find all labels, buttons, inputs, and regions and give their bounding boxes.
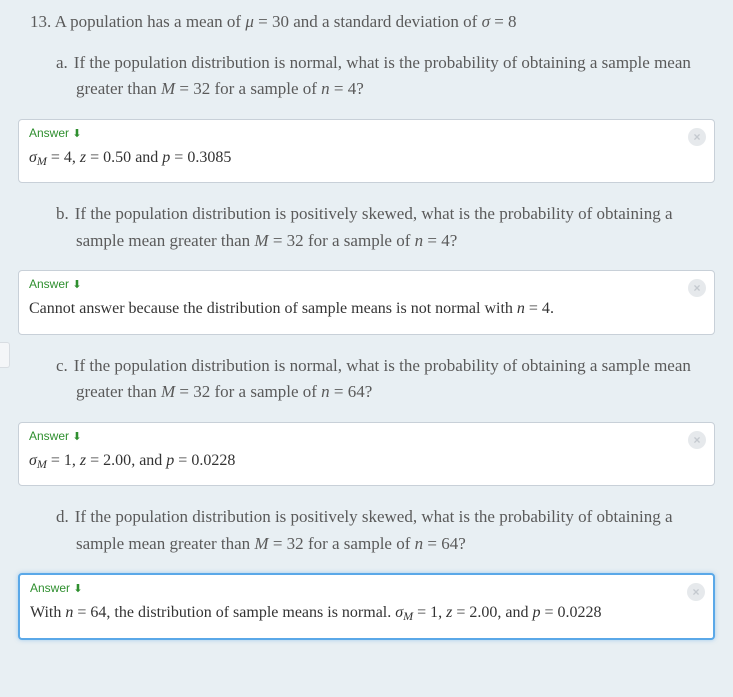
part-text-2: for a sample of [210,79,321,98]
n-expr: n = 64 [415,534,459,553]
stem-text-2: and a standard deviation of [289,12,482,31]
sigma-expr: σ = 8 [482,12,517,31]
answer-body: σM = 4, z = 0.50 and p = 0.3085 [29,144,704,173]
qmark: ? [450,231,458,250]
answer-label: Answer [29,277,69,291]
mu-expr: μ = 30 [245,12,289,31]
side-tab[interactable] [0,342,10,368]
arrow-down-icon: ⬇ [72,279,81,291]
qmark: ? [356,79,364,98]
n-expr: n = 4 [321,79,356,98]
part-letter: c. [56,356,74,375]
part-letter: d. [56,507,75,526]
answer-label: Answer [29,126,69,140]
question-number: 13. [30,12,51,31]
qmark: ? [458,534,466,553]
answer-body: σM = 1, z = 2.00, and p = 0.0228 [29,447,704,476]
part-a-prompt: a.If the population distribution is norm… [18,50,715,103]
answer-box-d[interactable]: × Answer ⬇ With n = 64, the distribution… [18,573,715,640]
part-text-2: for a sample of [210,382,321,401]
question-stem: 13. A population has a mean of μ = 30 an… [18,12,715,32]
answer-body: With n = 64, the distribution of sample … [30,599,703,628]
m-expr: M = 32 [161,79,210,98]
close-icon[interactable]: × [688,431,706,449]
arrow-down-icon: ⬇ [73,583,82,595]
part-b-prompt: b.If the population distribution is posi… [18,201,715,254]
answer-toggle[interactable]: Answer ⬇ [29,126,704,140]
part-text-2: for a sample of [304,534,415,553]
n-expr: n = 4 [415,231,450,250]
qmark: ? [365,382,373,401]
m-expr: M = 32 [254,231,303,250]
arrow-down-icon: ⬇ [72,431,81,443]
answer-box-b[interactable]: × Answer ⬇ Cannot answer because the dis… [18,270,715,335]
answer-box-c[interactable]: × Answer ⬇ σM = 1, z = 2.00, and p = 0.0… [18,422,715,487]
answer-toggle[interactable]: Answer ⬇ [30,581,703,595]
answer-toggle[interactable]: Answer ⬇ [29,277,704,291]
m-expr: M = 32 [254,534,303,553]
arrow-down-icon: ⬇ [72,128,81,140]
part-letter: a. [56,53,74,72]
part-letter: b. [56,204,75,223]
answer-toggle[interactable]: Answer ⬇ [29,429,704,443]
answer-label: Answer [29,429,69,443]
answer-label: Answer [30,581,70,595]
close-icon[interactable]: × [688,128,706,146]
answer-box-a[interactable]: × Answer ⬇ σM = 4, z = 0.50 and p = 0.30… [18,119,715,184]
m-expr: M = 32 [161,382,210,401]
part-text-2: for a sample of [304,231,415,250]
answer-body: Cannot answer because the distribution o… [29,295,704,324]
part-c-prompt: c.If the population distribution is norm… [18,353,715,406]
part-d-prompt: d.If the population distribution is posi… [18,504,715,557]
stem-text-1: A population has a mean of [55,12,246,31]
n-expr: n = 64 [321,382,365,401]
